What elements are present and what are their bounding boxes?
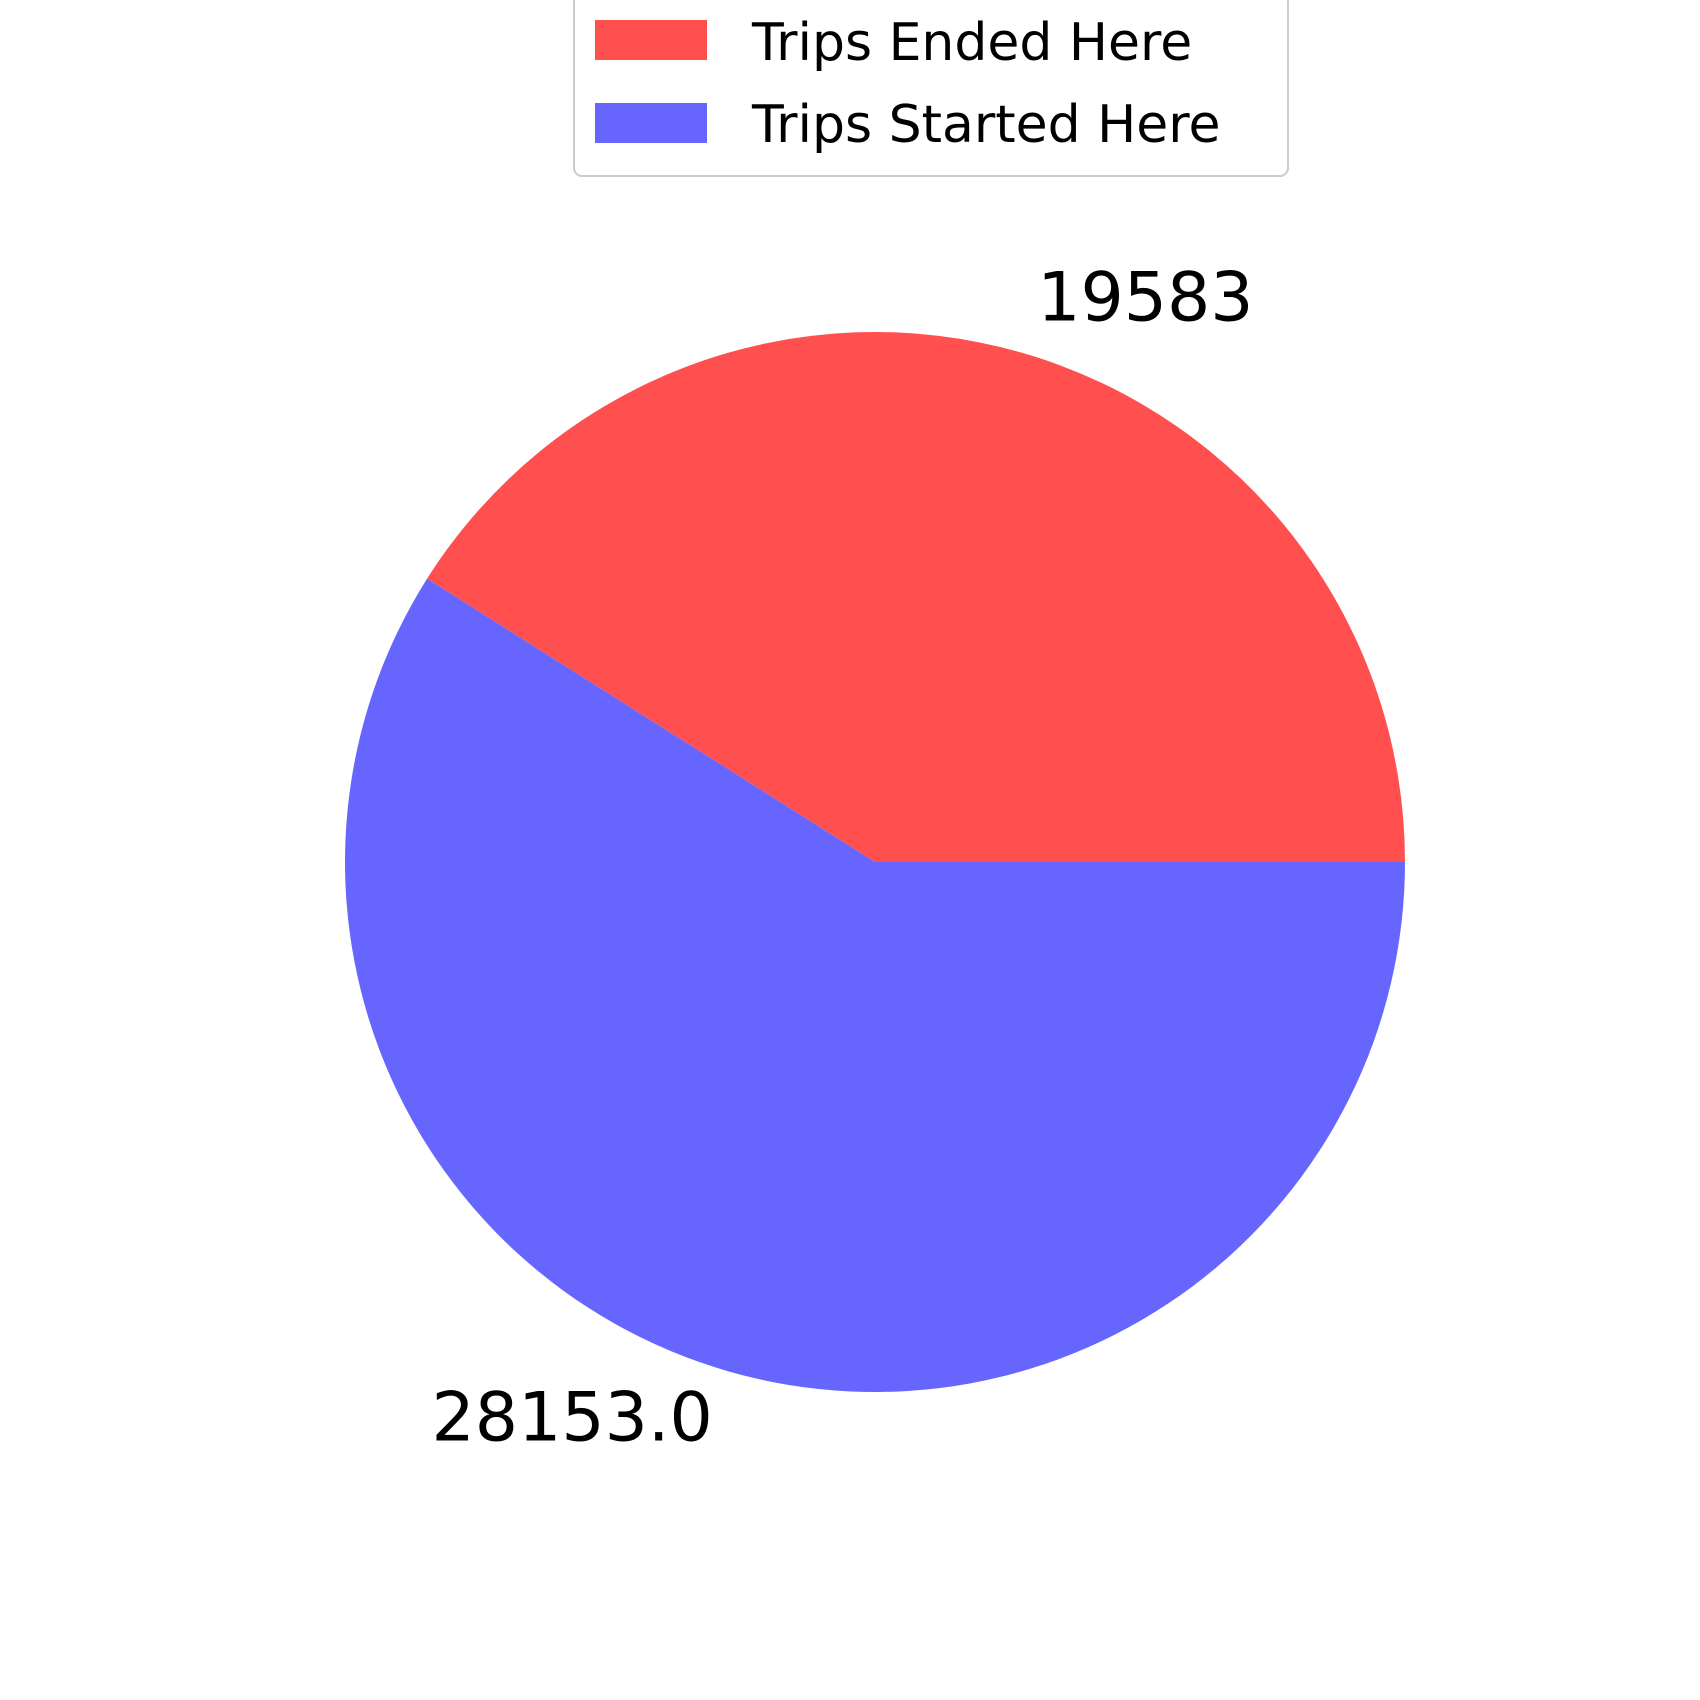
pie-slice-trips-ended-here — [427, 331, 1405, 862]
pie-slice-value-label: 19583 — [1037, 259, 1253, 338]
legend-swatch-trips-ended — [595, 20, 707, 60]
legend-frame — [573, 0, 1289, 177]
legend: Trips Ended Here Trips Started Here — [573, 0, 1289, 177]
legend-swatch-trips-started — [595, 103, 707, 143]
pie-slice-trips-started-here — [345, 578, 1406, 1392]
pie-slice-value-label: 28153.0 — [432, 1379, 713, 1458]
pie-slice-labels: 19583 28153.0 — [432, 259, 1254, 1458]
legend-label-trips-started: Trips Started Here — [751, 95, 1220, 155]
legend-label-trips-ended: Trips Ended Here — [751, 13, 1192, 73]
pie-slices — [345, 331, 1406, 1392]
